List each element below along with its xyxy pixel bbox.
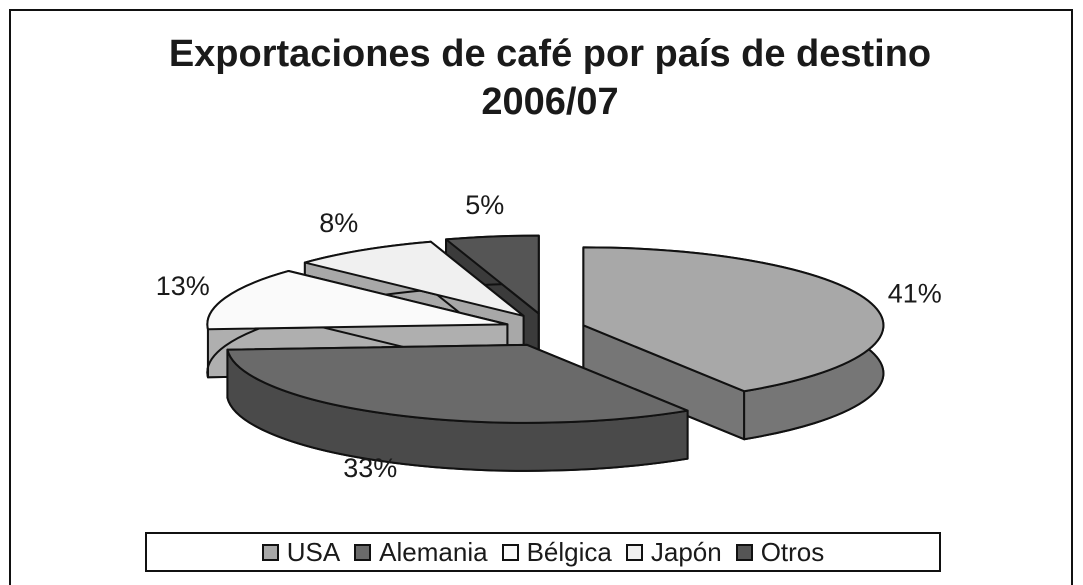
chart-title: Exportaciones de café por país de destin… [168, 33, 932, 123]
legend-item: Japón [625, 536, 722, 568]
slice [582, 246, 885, 393]
legend-item: Otros [735, 536, 825, 568]
legend-label: USA [286, 536, 341, 567]
legend-swatch [261, 543, 279, 561]
slice [226, 343, 689, 424]
slice [303, 240, 525, 317]
legend-label: Otros [760, 536, 825, 567]
legend-label: Japón [650, 536, 722, 567]
data-label: 8% [319, 208, 358, 238]
legend-swatch [735, 543, 753, 561]
legend-item: USA [261, 536, 341, 568]
legend-item: Alemania [354, 536, 488, 568]
legend: USA Alemania Bélgica Japón Otros [145, 532, 941, 572]
slice [206, 269, 509, 331]
legend-swatch [501, 543, 519, 561]
legend-swatch [354, 543, 372, 561]
legend-label: Alemania [379, 536, 488, 567]
legend-label: Bélgica [526, 536, 612, 567]
data-label: 41% [888, 278, 942, 308]
data-label: 33% [343, 453, 397, 483]
legend-item: Bélgica [501, 536, 612, 568]
slice [445, 234, 540, 315]
legend-swatch [625, 543, 643, 561]
data-label: 13% [156, 271, 210, 301]
frame [9, 9, 1073, 585]
data-label: 5% [465, 190, 504, 220]
